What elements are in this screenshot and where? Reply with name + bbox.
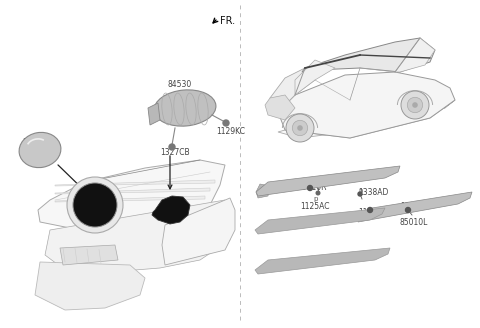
Circle shape bbox=[73, 183, 117, 227]
Polygon shape bbox=[302, 38, 435, 72]
Text: 1338AD: 1338AD bbox=[400, 202, 431, 211]
Polygon shape bbox=[45, 200, 230, 272]
Ellipse shape bbox=[19, 133, 61, 168]
Circle shape bbox=[408, 97, 423, 113]
Circle shape bbox=[169, 144, 175, 150]
Text: 1125AC: 1125AC bbox=[300, 202, 329, 211]
Text: 85010R: 85010R bbox=[298, 183, 327, 192]
Polygon shape bbox=[278, 100, 455, 138]
Circle shape bbox=[368, 208, 372, 213]
Circle shape bbox=[358, 192, 362, 196]
Polygon shape bbox=[152, 196, 190, 224]
Polygon shape bbox=[35, 262, 145, 310]
Text: p: p bbox=[314, 196, 318, 202]
Circle shape bbox=[316, 191, 320, 195]
Polygon shape bbox=[55, 196, 205, 202]
Polygon shape bbox=[55, 188, 210, 194]
Polygon shape bbox=[256, 166, 400, 196]
Polygon shape bbox=[256, 184, 270, 198]
Polygon shape bbox=[358, 192, 472, 222]
Polygon shape bbox=[60, 245, 118, 265]
Text: 1338AD: 1338AD bbox=[358, 188, 388, 197]
Polygon shape bbox=[270, 68, 315, 112]
Circle shape bbox=[292, 120, 308, 136]
Polygon shape bbox=[255, 248, 390, 274]
Polygon shape bbox=[55, 180, 215, 186]
Circle shape bbox=[297, 125, 303, 131]
Text: 56900: 56900 bbox=[22, 138, 47, 147]
Circle shape bbox=[286, 114, 314, 142]
Polygon shape bbox=[148, 103, 160, 125]
Circle shape bbox=[401, 91, 429, 119]
Text: 1125AC: 1125AC bbox=[358, 208, 387, 217]
Polygon shape bbox=[38, 160, 225, 228]
Text: 84530: 84530 bbox=[168, 80, 192, 89]
Circle shape bbox=[308, 186, 312, 191]
Polygon shape bbox=[295, 60, 335, 95]
Circle shape bbox=[412, 102, 418, 108]
Text: FR.: FR. bbox=[220, 16, 235, 26]
Circle shape bbox=[67, 177, 123, 233]
Polygon shape bbox=[255, 208, 385, 234]
Circle shape bbox=[223, 120, 229, 126]
Polygon shape bbox=[162, 198, 235, 265]
Polygon shape bbox=[265, 95, 295, 120]
Circle shape bbox=[406, 208, 410, 213]
Text: 85010L: 85010L bbox=[400, 218, 428, 227]
Text: p: p bbox=[359, 188, 363, 194]
Polygon shape bbox=[50, 228, 125, 278]
Text: 1327CB: 1327CB bbox=[160, 148, 190, 157]
Polygon shape bbox=[278, 72, 455, 138]
Text: 1129KC: 1129KC bbox=[216, 127, 245, 136]
Polygon shape bbox=[395, 38, 435, 72]
Ellipse shape bbox=[154, 90, 216, 126]
